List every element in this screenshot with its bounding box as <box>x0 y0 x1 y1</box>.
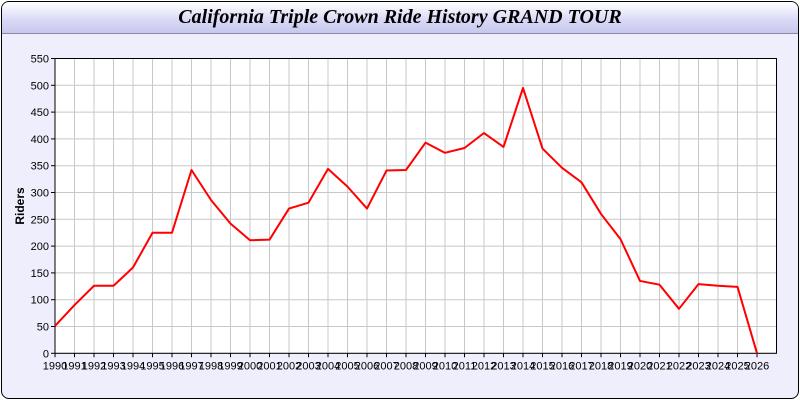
x-tick-label: 2021 <box>647 360 671 372</box>
y-axis-ticks: 0 50 100 150 200 250 300 350 400 450 500 550 <box>31 54 55 360</box>
x-tick-label: 2015 <box>530 360 554 372</box>
x-tick-label: 2017 <box>569 360 593 372</box>
x-tick-label: 2003 <box>296 360 320 372</box>
plot-area <box>55 58 777 354</box>
x-tick-label: 1996 <box>160 360 184 372</box>
x-axis-ticks: 1990199119921993199419951996199719981999… <box>43 353 769 372</box>
x-tick-label: 2013 <box>491 360 515 372</box>
y-tick-label: 200 <box>31 241 49 253</box>
x-tick-label: 1992 <box>82 360 106 372</box>
x-tick-label: 2005 <box>335 360 359 372</box>
x-tick-label: 2026 <box>745 360 769 372</box>
y-tick-label: 100 <box>31 295 49 307</box>
x-tick-label: 2018 <box>589 360 613 372</box>
x-tick-label: 2022 <box>667 360 691 372</box>
x-tick-label: 1994 <box>121 360 145 372</box>
y-tick-label: 450 <box>31 107 49 119</box>
series-group <box>54 86 758 354</box>
x-tick-label: 2004 <box>316 360 340 372</box>
x-tick-label: 2011 <box>453 360 477 372</box>
x-tick-label: 2010 <box>433 360 457 372</box>
plot-border <box>54 58 777 354</box>
y-tick-label: 300 <box>31 188 49 200</box>
x-tick-label: 2006 <box>355 360 379 372</box>
x-tick-label: 2025 <box>725 360 749 372</box>
x-tick-label: 2000 <box>238 360 262 372</box>
y-axis-label: Riders <box>13 187 27 225</box>
y-tick-label: 500 <box>31 80 49 92</box>
x-tick-label: 1999 <box>218 360 242 372</box>
x-tick-label: 2012 <box>472 360 496 372</box>
x-tick-label: 2016 <box>550 360 574 372</box>
y-tick-label: 150 <box>31 268 49 280</box>
y-tick-label: 350 <box>31 161 49 173</box>
x-tick-label: 2020 <box>628 360 652 372</box>
y-tick-label: 400 <box>31 134 49 146</box>
y-tick-label: 550 <box>31 54 49 66</box>
x-tick-label: 2002 <box>277 360 301 372</box>
y-tick-label: 250 <box>31 214 49 226</box>
x-tick-label: 1998 <box>199 360 223 372</box>
x-tick-label: 2001 <box>257 360 281 372</box>
x-tick-label: 2024 <box>706 360 730 372</box>
x-tick-label: 2023 <box>686 360 710 372</box>
title-bar: California Triple Crown Ride History GRA… <box>2 2 798 34</box>
x-tick-label: 1993 <box>101 360 125 372</box>
grid <box>54 58 777 354</box>
x-tick-label: 1995 <box>140 360 164 372</box>
x-tick-label: 1991 <box>62 360 86 372</box>
x-tick-label: 2019 <box>608 360 632 372</box>
x-tick-label: 2008 <box>394 360 418 372</box>
x-tick-label: 1997 <box>179 360 203 372</box>
y-tick-label: 50 <box>37 322 49 334</box>
x-tick-label: 2007 <box>374 360 398 372</box>
x-tick-label: 1990 <box>43 360 67 372</box>
x-tick-label: 2009 <box>413 360 437 372</box>
chart-title: California Triple Crown Ride History GRA… <box>178 6 622 28</box>
y-tick-label: 0 <box>43 348 49 360</box>
x-tick-label: 2014 <box>511 360 535 372</box>
